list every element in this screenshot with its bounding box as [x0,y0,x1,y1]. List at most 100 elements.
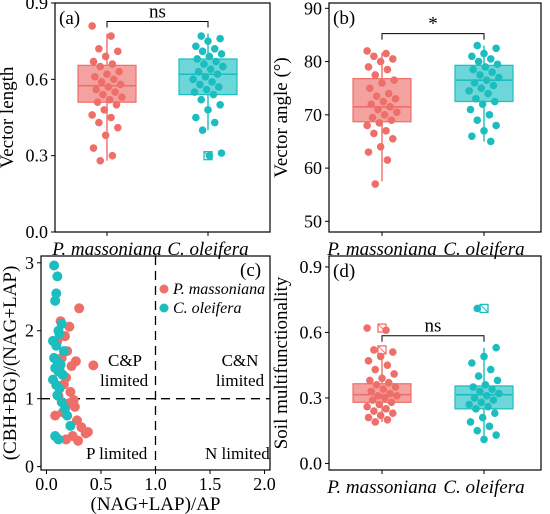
data-point [473,116,482,124]
data-point [205,52,214,61]
y-tick-label: 0.9 [26,0,49,13]
quadrant-annotation: P limited [86,444,148,463]
data-point [51,288,62,299]
data-point [91,72,99,81]
data-point [495,73,503,82]
data-point [474,57,483,66]
data-point [382,326,390,335]
data-point [389,409,397,418]
data-point [465,87,473,95]
data-point [114,47,122,56]
data-point [58,346,69,357]
data-point [391,95,400,103]
data-point [104,83,113,91]
data-point [215,83,223,91]
data-point [376,142,385,151]
data-point [469,65,478,74]
legend-marker [159,303,169,313]
data-point [481,381,490,389]
data-point [89,144,98,152]
data-point [472,405,480,413]
data-point [198,47,207,56]
box-body [454,64,514,103]
data-point [480,352,488,361]
data-point [200,60,208,68]
data-point [468,132,476,140]
outlier-cross [479,304,489,313]
y-axis-label: (CBH+BG)/(NAG+LAP) [0,266,21,461]
y-tick-label: 80 [304,52,322,72]
data-point [368,396,377,404]
data-point [112,100,121,109]
x-tick-label: 2.0 [253,474,276,494]
data-point [88,22,96,30]
data-point [472,95,480,103]
data-point [371,418,380,426]
data-point [386,103,394,111]
data-point [108,60,117,68]
x-tick-label: 0.0 [35,474,58,494]
data-point [484,402,492,411]
data-point [389,55,397,63]
data-point [470,79,479,87]
data-point [51,340,62,351]
significance-label: * [428,14,438,35]
data-point [54,329,65,340]
x-tick-label: 0.5 [90,474,113,494]
data-point [109,75,118,84]
data-point [492,343,500,352]
data-point [466,418,475,426]
data-point [380,111,389,119]
data-point [95,118,103,127]
data-point [108,151,117,160]
y-axis-label: Vector angle (°) [271,57,292,178]
data-point [372,92,381,100]
data-point [204,37,212,45]
data-point [89,57,98,66]
data-point [363,121,371,130]
y-tick-label: 0.6 [26,69,49,89]
data-point [371,365,380,374]
data-point [372,381,381,389]
data-point [473,41,482,50]
data-point [380,394,389,402]
data-point [383,65,392,74]
data-point [61,434,72,445]
data-point [363,324,371,332]
panel-label: (b) [333,8,355,29]
data-point [62,410,73,421]
data-point [201,72,210,81]
data-point [378,374,386,383]
data-point [116,80,125,89]
data-point [198,126,207,135]
data-point [489,81,498,90]
data-point [197,95,206,104]
outlier-cross [377,345,387,355]
data-point [478,100,487,108]
significance-bracket [381,335,485,342]
data-point [476,387,484,396]
data-point [370,346,378,354]
data-point [50,410,61,421]
data-point [374,391,382,400]
data-point [477,398,486,407]
data-point [73,435,84,446]
data-point [107,32,115,40]
legend-label: C. oleifera [173,300,241,317]
x-tick-label: 1.0 [144,474,167,494]
quadrant-annotation: limited [100,371,149,390]
data-point [371,180,380,188]
data-point [50,295,61,306]
data-point [53,434,64,445]
legend-marker [159,284,169,294]
data-point [384,89,393,98]
data-point [370,52,378,61]
data-point [95,45,103,53]
data-point [74,303,85,314]
data-point [492,431,500,439]
significance-bracket [381,33,485,40]
data-point [491,409,499,418]
data-point [376,411,385,420]
data-point [205,151,214,160]
data-point [366,376,374,385]
